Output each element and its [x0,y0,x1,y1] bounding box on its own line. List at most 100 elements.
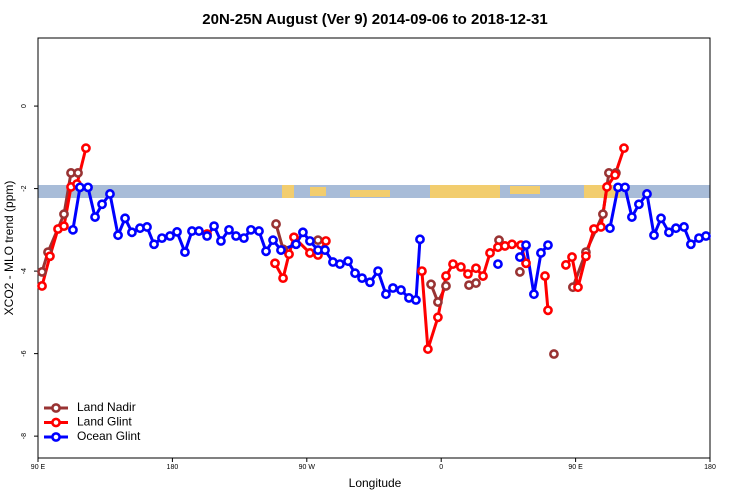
data-point [493,259,503,269]
data-point [231,231,241,241]
data-point [254,226,264,236]
data-point [543,305,553,316]
data-point [605,223,615,234]
data-point [180,247,190,258]
data-point [388,283,398,293]
x-axis-label: Longitude [349,476,402,490]
band-land [310,187,326,196]
x-tick-label: 0 [439,464,443,471]
data-point [426,279,436,290]
latitude-band [38,185,710,198]
data-point [598,209,608,220]
legend-label: Ocean Glint [77,429,141,443]
data-point [514,267,525,277]
data-point [567,252,577,262]
plot-frame [37,37,711,459]
data-point [656,213,666,224]
data-point [543,240,553,251]
data-point [278,273,288,284]
data-point [321,236,331,246]
data-point [45,251,55,262]
data-point [471,263,481,274]
band-land [510,186,540,194]
legend-swatch-marker [51,403,61,413]
band-land [350,190,390,197]
data-point [343,256,353,267]
data-point [335,259,345,269]
data-point [649,230,659,241]
data-point [113,230,123,241]
data-point [685,239,696,250]
data-point [423,344,433,354]
data-point [679,222,689,232]
legend-swatch-marker [51,417,61,428]
data-point [610,170,620,180]
data-point [37,267,47,277]
legend-label: Land Nadir [77,400,136,414]
data-point [365,277,375,288]
data-point [246,224,256,235]
data-point [521,240,531,251]
data-point [485,248,495,258]
data-point [415,234,425,245]
data-point [105,189,115,199]
data-point [381,289,391,300]
data-point [529,289,539,300]
data-point [83,182,93,193]
x-tick-label: 180 [704,464,716,471]
data-point [357,273,367,284]
x-tick-label: 90 E [568,464,583,471]
data-point [350,268,360,279]
x-tick-label: 180 [167,464,179,471]
data-point [216,236,226,246]
y-tick-label: -4 [21,268,28,274]
data-point [209,221,219,232]
data-point [463,269,473,279]
data-point [149,239,159,250]
data-point [478,271,488,281]
data-point [157,233,167,243]
data-point [596,222,606,232]
x-tick-label: 90 W [299,464,316,471]
data-point [664,227,674,238]
data-point [202,231,212,241]
data-point [671,223,681,234]
data-point [581,251,591,262]
data-point [291,239,301,250]
y-tick-label: 0 [21,104,28,108]
legend-label: Land Glint [77,415,132,429]
data-point [642,189,652,199]
data-point [507,239,517,250]
data-point [90,212,100,222]
data-point [320,245,330,255]
data-point [305,236,315,246]
data-point [59,209,69,220]
data-point [127,227,137,238]
data-point [602,182,612,192]
chart-title: 20N-25N August (Ver 9) 2014-09-06 to 201… [202,11,547,28]
data-point [313,235,323,246]
y-tick-label: -2 [21,185,28,191]
data-point [261,246,271,257]
data-point [620,182,630,193]
series-line [71,185,707,302]
data-point [298,227,308,238]
data-point [165,231,175,241]
y-axis-label: XCO2 - MLO trend (ppm) [2,181,16,316]
data-point [433,297,443,307]
data-point [514,252,525,262]
data-point [68,224,78,235]
data-point [634,199,644,210]
data-point [549,349,559,359]
data-point [433,312,443,323]
data-point [560,260,571,270]
series-line [40,147,626,351]
y-tick-label: -6 [21,350,28,356]
data-point [573,282,583,293]
data-point [626,212,637,222]
data-point [270,258,280,269]
data-point [521,258,531,269]
data-point [239,233,249,243]
